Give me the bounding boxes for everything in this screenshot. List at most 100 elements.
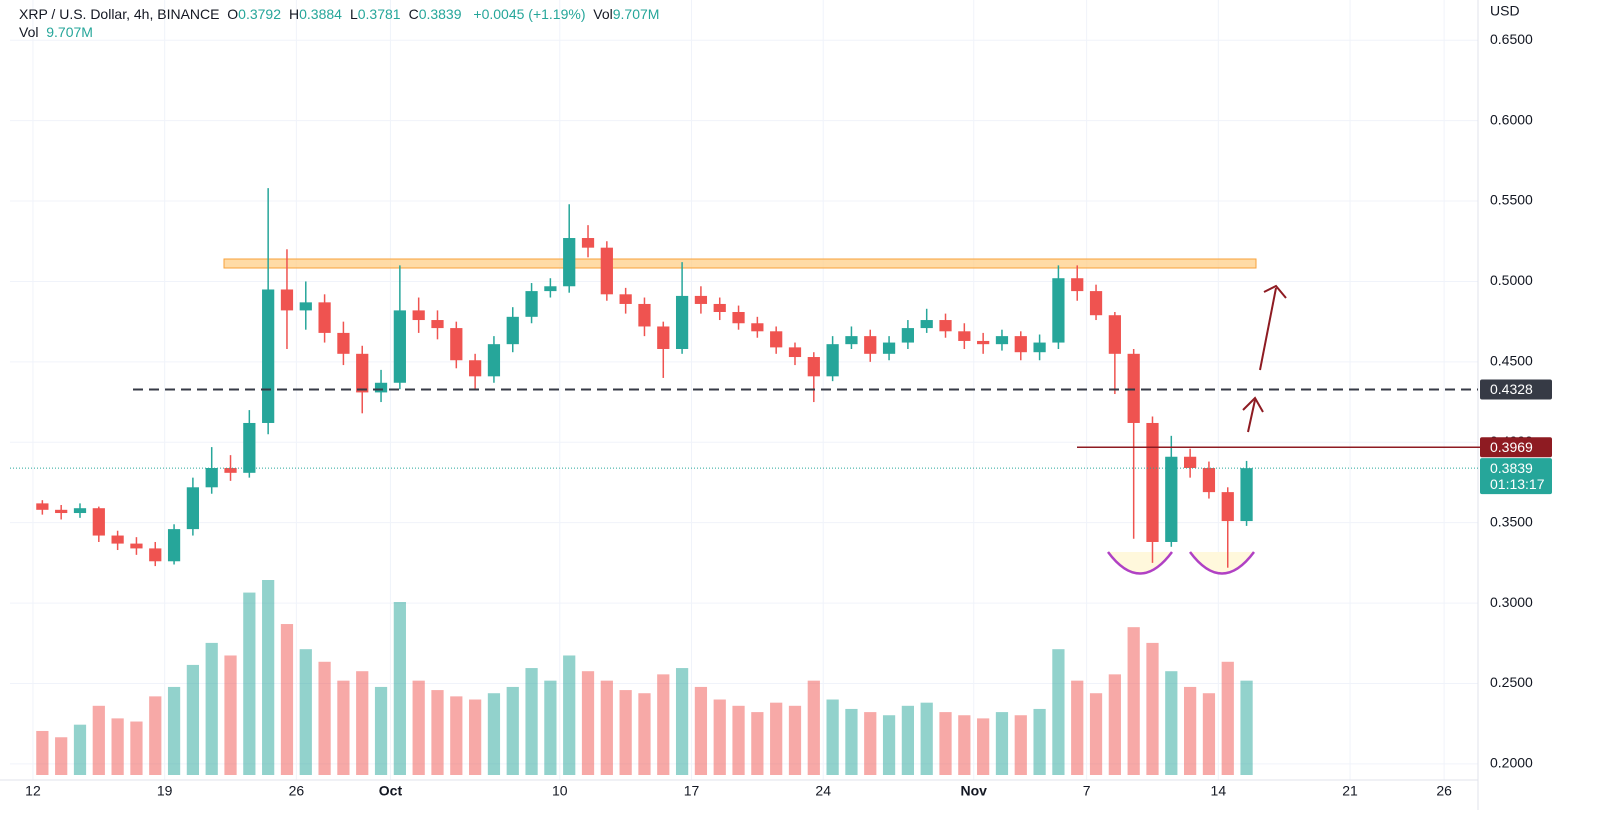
volume-bar xyxy=(356,671,369,775)
symbol: XRP / U.S. Dollar, 4h, BINANCE xyxy=(19,6,220,22)
resistance-zone xyxy=(223,258,1257,269)
volume-bar xyxy=(995,712,1009,775)
volume-bar xyxy=(167,686,181,775)
candle-body xyxy=(882,342,896,354)
candle-body xyxy=(600,247,613,295)
x-tick-label: 14 xyxy=(1211,783,1227,799)
candle-body xyxy=(450,328,463,361)
candle-body xyxy=(770,331,783,348)
candle-body xyxy=(807,357,820,377)
y-tick-label: 0.3000 xyxy=(1490,594,1533,610)
volume-bar xyxy=(280,624,294,775)
volume-bar xyxy=(92,705,105,775)
volume-bar xyxy=(694,686,708,775)
candle-body xyxy=(694,295,708,304)
volume-bar xyxy=(469,699,482,775)
y-tick-label: 0.5500 xyxy=(1490,192,1533,208)
x-tick-label: 26 xyxy=(1436,783,1452,799)
vol-label: Vol xyxy=(593,6,613,22)
candle-body xyxy=(563,238,576,287)
candle-body xyxy=(130,543,143,549)
candle-body xyxy=(1184,456,1197,468)
candle-body xyxy=(149,548,162,562)
volume-bar xyxy=(732,705,745,775)
candle-body xyxy=(920,320,933,329)
volume-bar xyxy=(713,699,726,775)
candle-body xyxy=(1240,468,1253,522)
volume-bar xyxy=(111,718,124,775)
price-label: 0.4328 xyxy=(1490,381,1533,397)
candle-body xyxy=(958,331,971,341)
volume-bar xyxy=(73,724,87,775)
volume-bar xyxy=(243,592,256,775)
candle-body xyxy=(826,344,839,377)
volume-bar xyxy=(337,680,350,775)
candle-body xyxy=(262,289,275,423)
volume-bar xyxy=(506,686,519,775)
y-tick-label: 0.6500 xyxy=(1490,31,1533,47)
volume-bar xyxy=(1071,680,1084,775)
ohlc-label: L xyxy=(349,6,358,22)
volume-bar xyxy=(864,712,877,775)
x-tick-label: 17 xyxy=(684,783,700,799)
candle-body xyxy=(713,303,726,312)
candle-body xyxy=(1108,315,1121,354)
volume-bar xyxy=(412,680,425,775)
candle-body xyxy=(995,336,1009,345)
candle-body xyxy=(544,286,557,292)
volume-bar xyxy=(977,718,990,775)
volume-bar xyxy=(393,602,406,775)
volume-bar xyxy=(751,712,764,775)
x-tick-label: 26 xyxy=(289,783,305,799)
candle-body xyxy=(939,320,952,332)
candle-body xyxy=(299,302,312,311)
candle-body xyxy=(318,302,331,333)
candle-body xyxy=(412,310,425,321)
volume-bar xyxy=(1146,642,1159,775)
candle-body xyxy=(1165,456,1178,542)
countdown: 01:13:17 xyxy=(1490,476,1545,492)
volume-bar xyxy=(939,712,952,775)
candle-body xyxy=(356,353,369,393)
y-tick-label: 0.2000 xyxy=(1490,755,1533,771)
candle-body xyxy=(1202,468,1216,493)
volume-bar xyxy=(675,668,689,775)
x-tick-label: 24 xyxy=(815,783,831,799)
candle-body xyxy=(638,303,651,327)
ohlc-value: 0.3781 xyxy=(357,6,401,22)
candle-body xyxy=(1071,278,1084,292)
candle-body xyxy=(374,382,388,393)
x-tick-label: 19 xyxy=(157,783,173,799)
volume-bar xyxy=(958,715,971,775)
candle-body xyxy=(393,310,406,383)
ohlc-value: 0.3884 xyxy=(299,6,342,22)
candle-body xyxy=(205,468,218,488)
volume-bar xyxy=(1052,649,1065,775)
x-tick-label: 12 xyxy=(25,783,41,799)
volume-bar xyxy=(318,661,331,775)
candle-body xyxy=(581,238,595,248)
candle-body xyxy=(431,320,444,329)
volume-bar xyxy=(374,686,388,775)
candle-body xyxy=(337,332,350,354)
candle-body xyxy=(619,294,632,304)
volume-bar xyxy=(826,699,839,775)
volume-bar xyxy=(770,702,783,775)
volume-bar xyxy=(845,708,858,775)
volume-bar xyxy=(657,674,670,775)
ohlc-label: O xyxy=(227,6,239,22)
arrows xyxy=(1242,284,1287,433)
volume-bar xyxy=(882,715,896,775)
candle-body xyxy=(224,468,237,473)
ohlc-value: 0.3792 xyxy=(238,6,281,22)
volume-bar xyxy=(1184,686,1197,775)
ohlc-label: C xyxy=(408,6,419,22)
legend: XRP / U.S. Dollar, 4h, BINANCE O0.3792 H0… xyxy=(19,6,659,40)
volume-bar xyxy=(638,693,651,775)
price-label-box xyxy=(1480,458,1552,495)
volume-bar xyxy=(901,705,914,775)
volume-bar xyxy=(563,655,576,775)
volume-bar xyxy=(186,664,200,775)
candle-body xyxy=(243,422,256,473)
